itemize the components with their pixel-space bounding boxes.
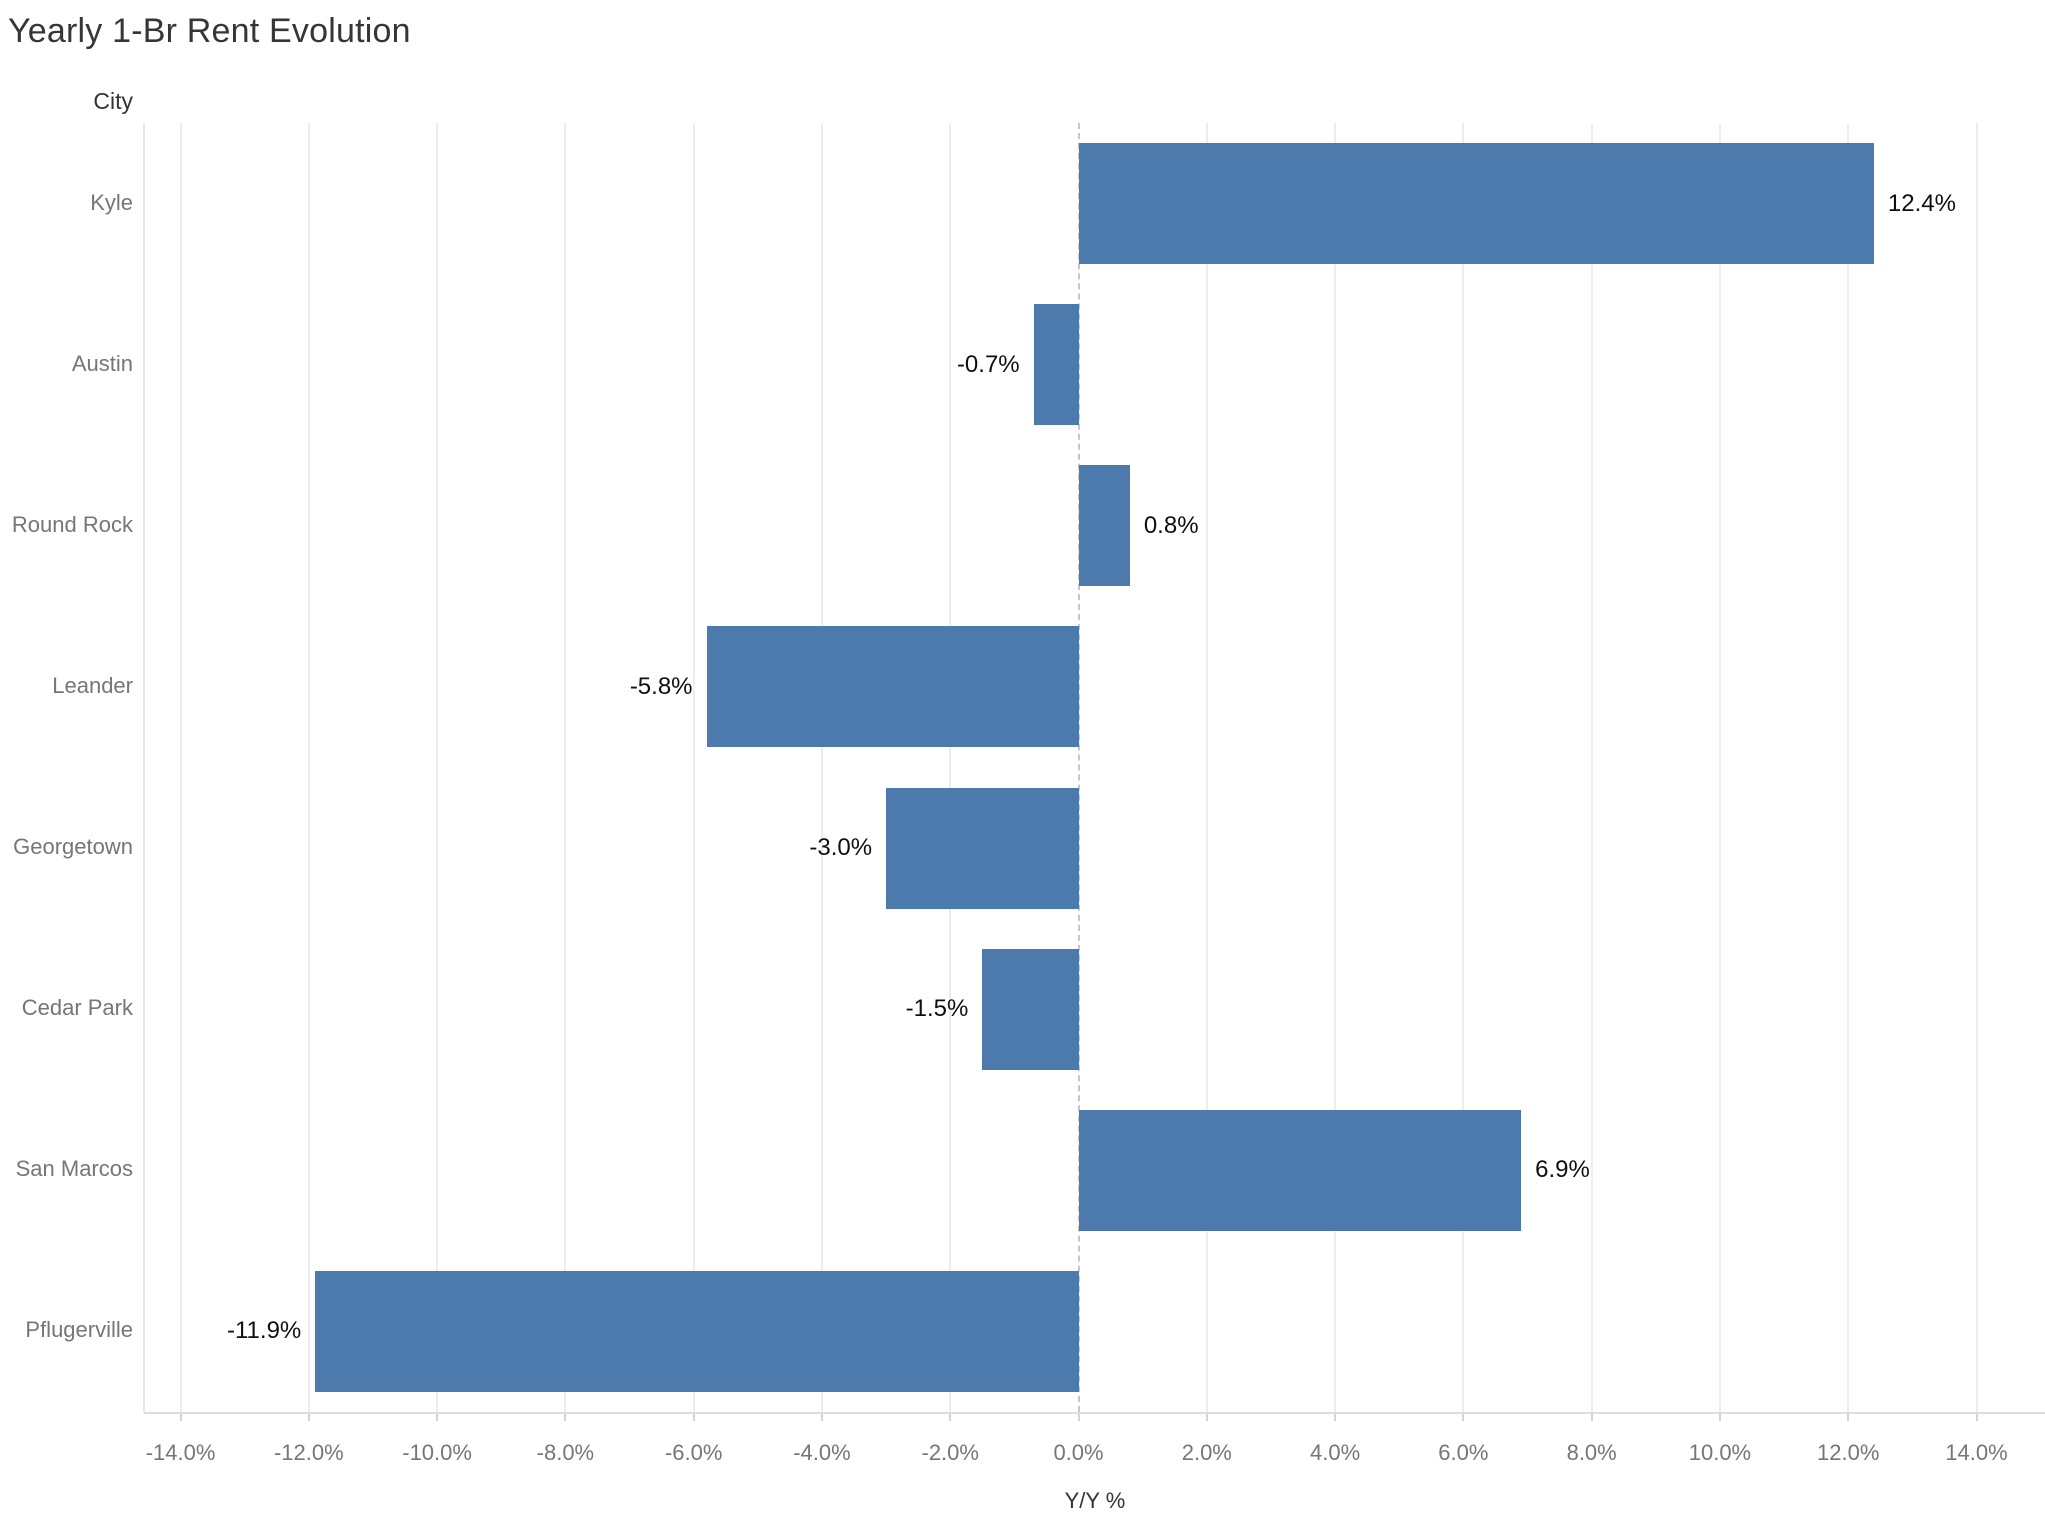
x-axis-tick — [564, 1414, 567, 1421]
city-column-header: City — [93, 88, 133, 114]
x-axis-tick — [1718, 1414, 1721, 1421]
gridline — [1975, 123, 1978, 1412]
x-axis-tick-label: 0.0% — [1053, 1440, 1104, 1465]
x-axis-tick-label: -2.0% — [921, 1440, 979, 1465]
bar[interactable] — [1078, 143, 1874, 264]
x-axis-tick-label: 4.0% — [1310, 1440, 1361, 1465]
city-label: Cedar Park — [21, 995, 133, 1020]
gridline — [179, 123, 182, 1412]
x-axis-tick — [692, 1414, 695, 1421]
x-axis-tick — [1975, 1414, 1978, 1421]
gridline — [1462, 123, 1465, 1412]
x-axis-tick — [820, 1414, 823, 1421]
bar[interactable] — [982, 949, 1079, 1070]
bar[interactable] — [1033, 304, 1079, 425]
x-axis-tick — [1462, 1414, 1465, 1421]
city-label: Kyle — [90, 190, 133, 215]
x-axis-tick — [1205, 1414, 1208, 1421]
x-axis-tick — [179, 1414, 182, 1421]
x-axis-tick-label: 12.0% — [1817, 1440, 1880, 1465]
x-axis-tick — [1077, 1414, 1080, 1421]
x-axis-tick-label: 2.0% — [1181, 1440, 1232, 1465]
gridline — [564, 123, 567, 1412]
city-label: Austin — [71, 351, 133, 376]
x-axis-tick — [949, 1414, 952, 1421]
x-axis-tick-label: 8.0% — [1566, 1440, 1617, 1465]
x-axis-tick-label: -8.0% — [536, 1440, 595, 1465]
x-axis-tick-label: -10.0% — [402, 1440, 472, 1465]
x-axis-tick-label: 6.0% — [1438, 1440, 1489, 1465]
bar[interactable] — [315, 1271, 1079, 1392]
x-axis-tick-label: 10.0% — [1688, 1440, 1752, 1465]
bar[interactable] — [706, 626, 1079, 747]
x-axis-line — [144, 1412, 2045, 1414]
x-axis-title: Y/Y % — [1064, 1488, 1126, 1513]
city-label: Pflugerville — [25, 1317, 133, 1342]
gridline — [820, 123, 823, 1412]
x-axis-tick-label: -4.0% — [793, 1440, 851, 1465]
gridline — [1590, 123, 1593, 1412]
city-label: Round Rock — [11, 512, 133, 537]
bar[interactable] — [1078, 1110, 1522, 1231]
city-label: Leander — [52, 673, 133, 698]
bar-value-label: 0.8% — [1143, 512, 1199, 539]
gridline — [307, 123, 310, 1412]
city-label: San Marcos — [15, 1156, 133, 1181]
bar-value-label: 12.4% — [1887, 190, 1956, 217]
bar-value-label: -1.5% — [905, 995, 969, 1022]
bar-value-label: -5.8% — [629, 673, 693, 700]
x-axis-tick — [436, 1414, 439, 1421]
bar[interactable] — [886, 788, 1079, 909]
plot-left-border — [143, 123, 145, 1412]
x-axis-tick — [1590, 1414, 1593, 1421]
x-axis-tick — [1847, 1414, 1850, 1421]
x-axis-tick — [307, 1414, 310, 1421]
zero-line — [1077, 123, 1080, 1412]
x-axis-tick — [1334, 1414, 1337, 1421]
chart-title: Yearly 1-Br Rent Evolution — [8, 12, 411, 50]
gridline — [1334, 123, 1337, 1412]
gridline — [436, 123, 439, 1412]
gridline — [1718, 123, 1721, 1412]
bar-value-label: 6.9% — [1535, 1156, 1590, 1183]
gridline — [692, 123, 695, 1412]
gridline — [1847, 123, 1850, 1412]
gridline — [1205, 123, 1208, 1412]
bar-value-label: -3.0% — [809, 834, 873, 861]
gridline — [949, 123, 952, 1412]
city-label: Georgetown — [13, 834, 133, 859]
x-axis-tick-label: -12.0% — [273, 1440, 344, 1465]
bar-value-label: -0.7% — [956, 351, 1020, 378]
bar[interactable] — [1078, 465, 1130, 586]
x-axis-tick-label: -6.0% — [664, 1440, 723, 1465]
x-axis-tick-label: 14.0% — [1945, 1440, 2008, 1465]
x-axis-tick-label: -14.0% — [145, 1440, 216, 1465]
bar-value-label: -11.9% — [227, 1317, 302, 1344]
